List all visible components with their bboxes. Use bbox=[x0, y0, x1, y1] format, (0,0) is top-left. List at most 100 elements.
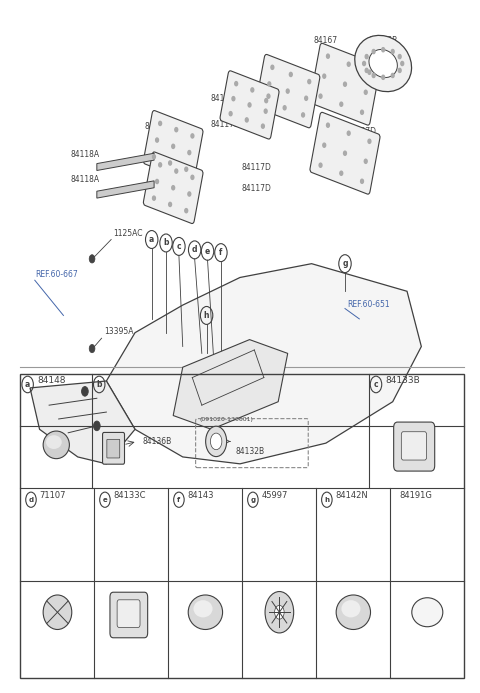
Circle shape bbox=[305, 96, 308, 100]
Circle shape bbox=[382, 48, 384, 52]
Text: 13395A: 13395A bbox=[104, 327, 133, 336]
Text: b: b bbox=[96, 380, 102, 389]
Circle shape bbox=[229, 112, 232, 116]
Circle shape bbox=[153, 196, 156, 200]
Circle shape bbox=[153, 155, 156, 159]
Ellipse shape bbox=[43, 595, 72, 629]
Circle shape bbox=[248, 103, 251, 107]
Circle shape bbox=[267, 94, 270, 98]
Circle shape bbox=[159, 121, 162, 125]
Text: 84118A: 84118A bbox=[71, 175, 99, 184]
Circle shape bbox=[251, 88, 254, 92]
Circle shape bbox=[340, 171, 343, 175]
Circle shape bbox=[301, 113, 304, 117]
Text: e: e bbox=[205, 247, 210, 256]
Circle shape bbox=[232, 96, 235, 100]
Text: 84117D: 84117D bbox=[242, 164, 272, 173]
Circle shape bbox=[245, 118, 248, 122]
Text: REF.60-667: REF.60-667 bbox=[35, 270, 78, 279]
Polygon shape bbox=[30, 381, 135, 464]
Text: 84117D: 84117D bbox=[211, 94, 240, 103]
Circle shape bbox=[398, 69, 401, 73]
Text: 84133B: 84133B bbox=[385, 376, 420, 385]
Text: c: c bbox=[177, 242, 181, 251]
Circle shape bbox=[275, 605, 284, 619]
Circle shape bbox=[401, 62, 404, 66]
Circle shape bbox=[265, 98, 268, 103]
Ellipse shape bbox=[369, 49, 397, 78]
Text: 84167: 84167 bbox=[314, 36, 338, 45]
Circle shape bbox=[172, 144, 175, 148]
Polygon shape bbox=[107, 263, 421, 464]
Circle shape bbox=[94, 421, 100, 431]
Ellipse shape bbox=[336, 595, 371, 629]
Circle shape bbox=[365, 69, 368, 73]
Circle shape bbox=[326, 54, 329, 58]
Text: 84136B: 84136B bbox=[142, 437, 171, 446]
Ellipse shape bbox=[193, 600, 213, 617]
Circle shape bbox=[382, 76, 384, 80]
Text: 84118A: 84118A bbox=[71, 150, 99, 159]
Circle shape bbox=[347, 62, 350, 67]
Circle shape bbox=[372, 49, 375, 53]
Circle shape bbox=[205, 426, 227, 457]
Polygon shape bbox=[173, 340, 288, 430]
Text: b: b bbox=[163, 238, 169, 247]
Ellipse shape bbox=[43, 431, 70, 459]
Circle shape bbox=[156, 138, 158, 142]
Circle shape bbox=[344, 82, 347, 87]
Ellipse shape bbox=[412, 598, 443, 626]
Ellipse shape bbox=[355, 35, 411, 91]
Circle shape bbox=[372, 73, 375, 78]
Text: 84113C: 84113C bbox=[156, 160, 185, 169]
Text: h: h bbox=[324, 497, 329, 502]
Circle shape bbox=[191, 175, 194, 179]
Text: 84155R: 84155R bbox=[369, 36, 398, 45]
Circle shape bbox=[360, 179, 363, 184]
Text: a: a bbox=[25, 380, 30, 389]
Circle shape bbox=[175, 169, 178, 173]
Text: 84117D: 84117D bbox=[211, 120, 240, 129]
Circle shape bbox=[368, 139, 371, 143]
Ellipse shape bbox=[341, 600, 360, 617]
FancyBboxPatch shape bbox=[144, 111, 203, 182]
Circle shape bbox=[365, 55, 368, 59]
Ellipse shape bbox=[46, 435, 62, 449]
Text: 84143: 84143 bbox=[188, 491, 214, 500]
Text: e: e bbox=[103, 497, 108, 502]
Text: (091020-130601): (091020-130601) bbox=[199, 416, 253, 422]
Text: 84133C: 84133C bbox=[114, 491, 146, 500]
Text: g: g bbox=[342, 259, 348, 268]
Text: d: d bbox=[28, 497, 34, 502]
FancyBboxPatch shape bbox=[220, 71, 279, 139]
FancyBboxPatch shape bbox=[110, 593, 148, 638]
Text: 71107: 71107 bbox=[39, 491, 66, 500]
Ellipse shape bbox=[188, 595, 223, 629]
Circle shape bbox=[319, 94, 322, 98]
Circle shape bbox=[185, 209, 188, 213]
Circle shape bbox=[340, 102, 343, 106]
Circle shape bbox=[319, 163, 322, 167]
Circle shape bbox=[262, 124, 264, 128]
Text: g: g bbox=[251, 497, 255, 502]
Text: f: f bbox=[177, 497, 180, 502]
FancyBboxPatch shape bbox=[117, 600, 140, 627]
Circle shape bbox=[188, 192, 191, 196]
Circle shape bbox=[264, 109, 267, 113]
FancyBboxPatch shape bbox=[310, 43, 380, 125]
Text: 84148: 84148 bbox=[37, 376, 66, 385]
Circle shape bbox=[391, 49, 394, 53]
Circle shape bbox=[235, 82, 238, 86]
Text: 84191G: 84191G bbox=[400, 491, 433, 500]
Circle shape bbox=[188, 150, 191, 155]
Circle shape bbox=[210, 433, 222, 450]
Circle shape bbox=[398, 55, 401, 59]
Circle shape bbox=[89, 255, 95, 263]
Text: d: d bbox=[192, 245, 197, 254]
Circle shape bbox=[326, 123, 329, 128]
Text: 1125AC: 1125AC bbox=[114, 229, 143, 238]
Text: 84117D: 84117D bbox=[242, 184, 272, 193]
Text: 84142N: 84142N bbox=[336, 491, 368, 500]
Text: REF.60-651: REF.60-651 bbox=[348, 300, 390, 309]
FancyBboxPatch shape bbox=[256, 55, 320, 128]
